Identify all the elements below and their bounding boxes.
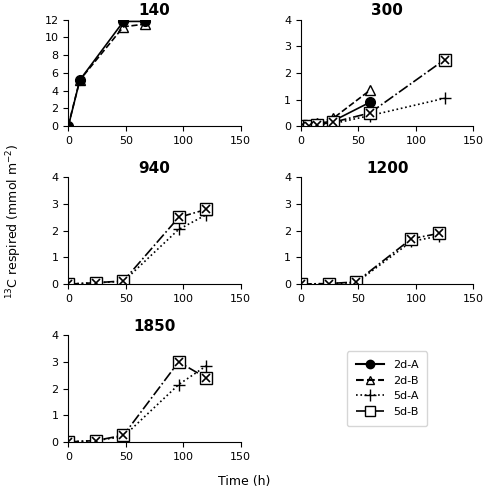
Line: 5d-A: 5d-A bbox=[295, 230, 445, 290]
Title: 140: 140 bbox=[139, 3, 170, 19]
5d-A bbox=[176, 382, 182, 387]
5d-A bbox=[408, 239, 414, 245]
5d-A bbox=[93, 280, 99, 286]
5d-A bbox=[203, 212, 209, 218]
Title: 300: 300 bbox=[371, 3, 403, 19]
2d-B bbox=[298, 123, 304, 129]
5d-B bbox=[298, 281, 304, 287]
Title: 940: 940 bbox=[139, 161, 170, 176]
5d-B bbox=[121, 432, 126, 438]
5d-A bbox=[442, 95, 447, 101]
5d-A bbox=[325, 281, 331, 287]
2d-A bbox=[298, 123, 304, 129]
5d-A bbox=[121, 434, 126, 439]
Title: 1200: 1200 bbox=[366, 161, 408, 176]
5d-A bbox=[314, 122, 320, 128]
2d-A bbox=[306, 122, 312, 128]
Line: 2d-B: 2d-B bbox=[296, 85, 375, 131]
5d-A bbox=[353, 280, 359, 286]
5d-A bbox=[298, 281, 304, 287]
Line: 5d-B: 5d-B bbox=[295, 54, 450, 132]
Line: 5d-B: 5d-B bbox=[63, 204, 212, 290]
2d-B bbox=[77, 77, 83, 83]
Line: 5d-A: 5d-A bbox=[62, 360, 212, 448]
5d-B bbox=[314, 122, 320, 128]
2d-B bbox=[367, 87, 373, 93]
5d-B bbox=[93, 280, 99, 286]
Title: 1850: 1850 bbox=[133, 319, 176, 334]
Line: 5d-A: 5d-A bbox=[295, 92, 451, 133]
5d-B bbox=[203, 207, 209, 213]
Line: 2d-A: 2d-A bbox=[63, 17, 150, 131]
5d-A bbox=[298, 123, 304, 129]
5d-A bbox=[367, 112, 373, 118]
2d-A bbox=[330, 118, 336, 124]
Line: 2d-A: 2d-A bbox=[296, 97, 375, 131]
2d-B bbox=[306, 122, 312, 128]
5d-B bbox=[408, 236, 414, 242]
5d-A bbox=[176, 226, 182, 232]
5d-A bbox=[436, 233, 442, 239]
5d-B bbox=[176, 215, 182, 220]
5d-B bbox=[353, 279, 359, 285]
Line: 5d-B: 5d-B bbox=[63, 356, 212, 447]
2d-A bbox=[314, 121, 320, 127]
5d-B bbox=[65, 439, 71, 445]
Line: 5d-A: 5d-A bbox=[62, 209, 212, 290]
5d-B bbox=[121, 278, 126, 284]
5d-B bbox=[442, 56, 447, 62]
2d-A bbox=[65, 123, 71, 129]
5d-B bbox=[436, 230, 442, 236]
5d-B bbox=[325, 281, 331, 287]
5d-B bbox=[298, 123, 304, 129]
5d-A bbox=[121, 278, 126, 284]
5d-A bbox=[306, 123, 312, 129]
5d-B bbox=[65, 281, 71, 287]
2d-B bbox=[65, 122, 71, 128]
2d-B bbox=[314, 120, 320, 126]
Line: 5d-B: 5d-B bbox=[295, 228, 445, 290]
2d-A bbox=[121, 19, 126, 25]
5d-B bbox=[330, 119, 336, 125]
5d-A bbox=[203, 363, 209, 369]
Text: $^{13}$C respired (mmol m$^{-2}$): $^{13}$C respired (mmol m$^{-2}$) bbox=[5, 143, 24, 299]
5d-B bbox=[367, 110, 373, 116]
5d-A bbox=[65, 439, 71, 445]
5d-B bbox=[93, 437, 99, 443]
Text: Time (h): Time (h) bbox=[218, 475, 270, 488]
2d-A bbox=[77, 77, 83, 83]
2d-A bbox=[367, 99, 373, 105]
5d-A bbox=[330, 121, 336, 127]
2d-B bbox=[142, 21, 148, 27]
5d-B bbox=[176, 359, 182, 365]
5d-B bbox=[306, 123, 312, 129]
Line: 2d-B: 2d-B bbox=[63, 19, 150, 130]
5d-A bbox=[65, 281, 71, 287]
5d-A bbox=[93, 437, 99, 443]
2d-A bbox=[142, 19, 148, 25]
2d-B bbox=[121, 24, 126, 29]
Legend: 2d-A, 2d-B, 5d-A, 5d-B: 2d-A, 2d-B, 5d-A, 5d-B bbox=[347, 352, 427, 426]
2d-B bbox=[330, 115, 336, 121]
5d-B bbox=[203, 375, 209, 381]
